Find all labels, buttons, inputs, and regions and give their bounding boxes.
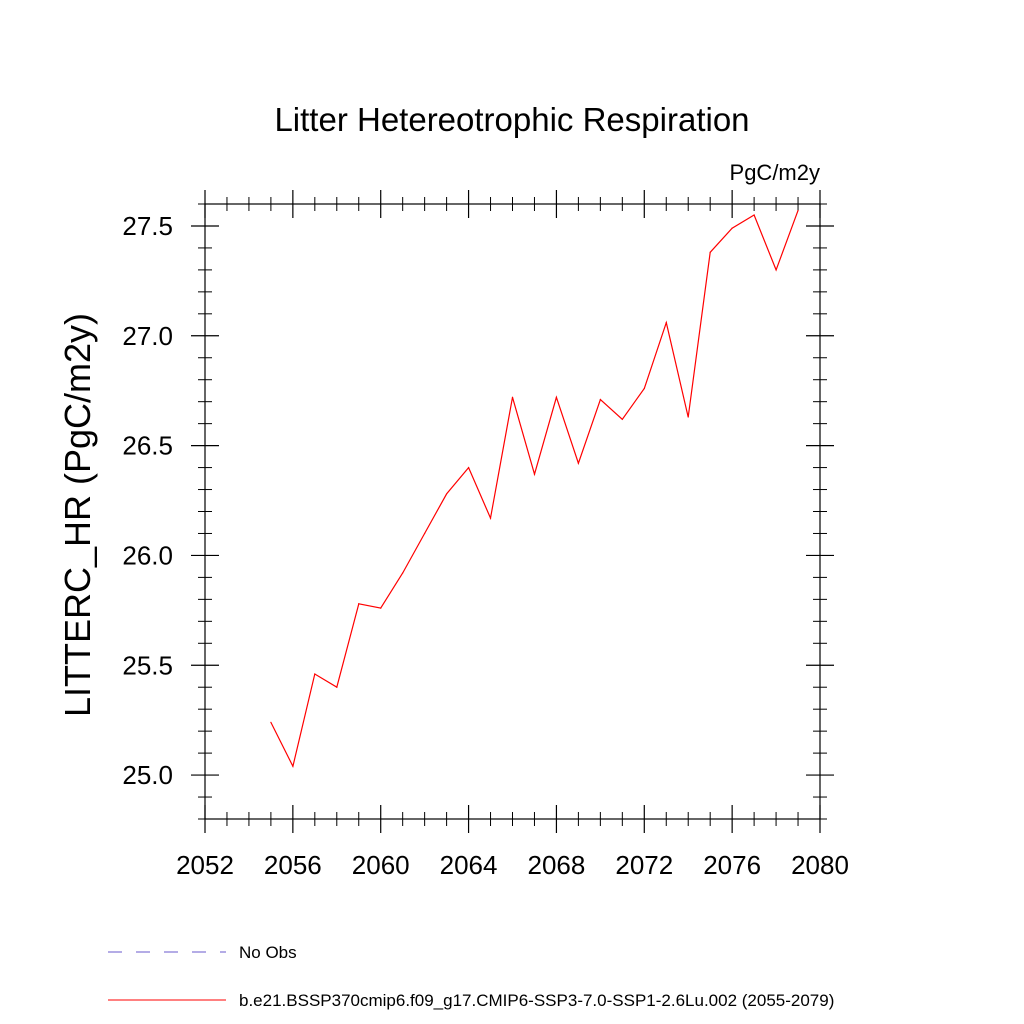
data-point (775, 269, 777, 271)
y-tick-label: 26.0 (122, 540, 173, 570)
series-layer (270, 209, 799, 769)
data-point (380, 607, 382, 609)
x-tick-label: 2080 (791, 850, 849, 880)
data-point (358, 603, 360, 605)
data-point (555, 396, 558, 398)
legend-label: b.e21.BSSP370cmip6.f09_g17.CMIP6-SSP3-7.… (239, 991, 834, 1010)
y-tick-label: 25.0 (122, 760, 173, 790)
data-point (270, 721, 272, 723)
x-tick-label: 2052 (176, 850, 234, 880)
data-point (402, 572, 404, 574)
y-tick-label: 27.5 (122, 211, 173, 241)
data-point (314, 673, 316, 675)
x-tick-label: 2072 (615, 850, 673, 880)
chart-title: Litter Hetereotrophic Respiration (274, 101, 749, 138)
data-point (467, 466, 470, 469)
y-axis-label: LITTERC_HR (PgC/m2y) (57, 313, 98, 717)
series-line (270, 210, 799, 769)
x-tick-label: 2068 (528, 850, 586, 880)
data-point (665, 322, 667, 324)
plot-frame (204, 203, 821, 820)
data-point (533, 473, 536, 475)
data-point (292, 765, 294, 767)
y-tick-label: 25.5 (122, 650, 173, 680)
units-label: PgC/m2y (730, 160, 820, 185)
x-tick-label: 2064 (440, 850, 498, 880)
data-point (643, 387, 645, 390)
x-tick-label: 2076 (703, 850, 761, 880)
data-point (336, 686, 338, 688)
data-point (424, 532, 426, 535)
data-point (577, 462, 579, 464)
data-point (731, 227, 733, 229)
data-point (621, 418, 623, 420)
x-tick-label: 2056 (264, 850, 322, 880)
legend: No Obs b.e21.BSSP370cmip6.f09_g17.CMIP6-S… (108, 943, 834, 1010)
data-point (687, 416, 689, 418)
data-point (489, 517, 492, 519)
data-point (599, 398, 601, 401)
y-tick-label: 27.0 (122, 321, 173, 351)
tick-labels: 2052 2056 2060 2064 2068 2072 2076 2080 25.0 25.5… (122, 211, 849, 880)
data-point (511, 396, 514, 398)
x-tick-label: 2060 (352, 850, 410, 880)
data-point (709, 251, 711, 253)
legend-label: No Obs (239, 943, 297, 962)
data-point (797, 209, 799, 212)
data-point (446, 493, 448, 495)
axis-ticks (191, 190, 834, 833)
y-tick-label: 26.5 (122, 431, 173, 461)
data-point (753, 214, 755, 216)
